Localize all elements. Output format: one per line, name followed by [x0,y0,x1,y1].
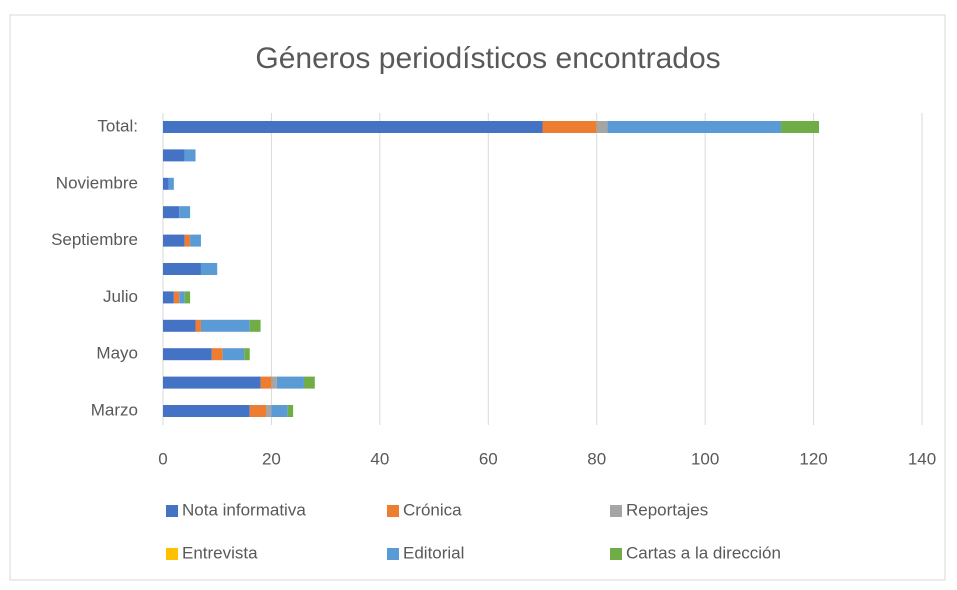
bar-segment [287,405,294,417]
bar-segment [163,291,174,304]
x-tick-label: 60 [479,449,498,468]
legend-label: Entrevista [182,543,258,562]
bar-segment [260,376,272,389]
bar-segment [249,319,261,332]
bar-segment [163,348,212,361]
bar-segment [168,177,174,190]
y-tick-label: Total: [97,116,138,135]
x-tick-label: 40 [370,449,389,468]
chart-title: Géneros periodísticos encontrados [255,42,720,75]
bar-segment [163,149,185,162]
bar-segment [249,405,267,417]
legend-label: Nota informativa [182,500,306,519]
bar-segment [190,234,201,247]
x-tick-label: 100 [691,449,719,468]
bar-segment [163,177,169,190]
bar-segment [276,376,304,389]
bar-segment [596,121,608,133]
bar-segment [163,405,250,417]
bar-segment [266,405,272,417]
x-tick-label: 120 [799,449,827,468]
bar-segment [179,206,191,219]
legend-swatch [166,548,178,560]
bar-segment [200,263,218,275]
bar-segment [163,234,185,247]
bar-segment [184,149,196,162]
y-tick-label: Noviembre [56,173,138,192]
x-tick-label: 0 [158,449,167,468]
legend-label: Cartas a la dirección [626,543,781,562]
bar-segment [303,376,315,389]
y-tick-label: Marzo [91,400,138,419]
bar-segment [195,319,201,332]
x-tick-label: 140 [908,449,936,468]
bar-segment [211,348,223,361]
legend-label: Editorial [403,543,464,562]
bar-segment [173,291,180,304]
bar-segment [271,376,277,389]
y-tick-label: Mayo [96,344,138,363]
bar-segment [163,376,261,389]
bar-segment [607,121,782,133]
bar-segment [163,263,201,275]
bar-segment [163,319,196,332]
legend-swatch [610,548,622,560]
y-tick-label: Julio [103,287,138,306]
bar-segment [222,348,245,361]
legend-swatch [387,548,399,560]
bar-segment [184,291,191,304]
bar-segment [271,405,288,417]
bar-segment [163,121,543,133]
chart-frame [9,14,946,581]
bar-segment [542,121,597,133]
bar-segment [184,234,191,247]
bar-segment [244,348,250,361]
legend-swatch [610,505,622,517]
bar-segment [179,291,185,304]
legend-swatch [166,505,178,517]
legend-swatch [387,505,399,517]
bar-segment [200,319,250,332]
x-tick-label: 80 [587,449,606,468]
bar-segment [781,121,819,133]
x-tick-label: 20 [262,449,281,468]
legend-label: Crónica [403,500,462,519]
bar-segment [163,206,180,219]
y-tick-label: Septiembre [51,230,138,249]
legend-label: Reportajes [626,500,708,519]
